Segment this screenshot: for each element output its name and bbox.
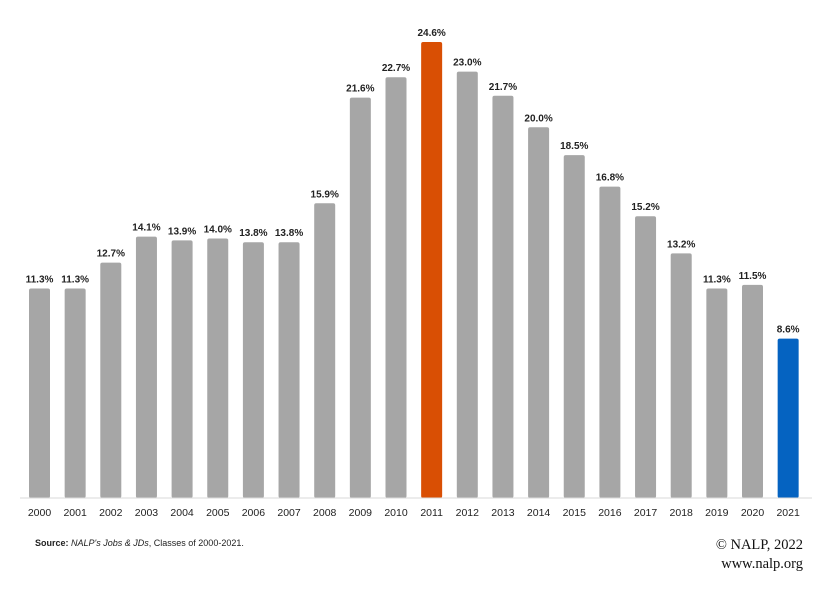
x-tick-2021: 2021 bbox=[776, 507, 800, 519]
copyright-text: © NALP, 2022 bbox=[715, 537, 803, 553]
bar-2011 bbox=[421, 42, 443, 498]
value-label-2007: 13.8% bbox=[275, 228, 303, 239]
value-label-2004: 13.9% bbox=[168, 226, 196, 237]
value-label-2002: 12.7% bbox=[97, 249, 125, 260]
x-tick-2018: 2018 bbox=[670, 507, 694, 519]
x-tick-2008: 2008 bbox=[313, 507, 337, 519]
bar-2005 bbox=[207, 238, 229, 499]
x-tick-2011: 2011 bbox=[420, 507, 443, 519]
value-label-2019: 11.3% bbox=[703, 275, 731, 286]
bar-2019 bbox=[706, 288, 728, 498]
x-tick-2019: 2019 bbox=[705, 507, 729, 519]
bar-2014 bbox=[528, 127, 550, 499]
value-label-2013: 21.7% bbox=[489, 82, 517, 93]
source-rest: , Classes of 2000-2021. bbox=[148, 538, 244, 548]
x-tick-2010: 2010 bbox=[384, 507, 408, 519]
value-label-2006: 13.8% bbox=[239, 228, 267, 239]
bar-2013 bbox=[492, 95, 514, 498]
value-label-2001: 11.3% bbox=[61, 275, 89, 286]
bar-2012 bbox=[456, 71, 478, 498]
value-label-2000: 11.3% bbox=[26, 275, 54, 286]
x-tick-2012: 2012 bbox=[456, 507, 480, 519]
value-label-2015: 18.5% bbox=[560, 141, 588, 152]
bar-2021 bbox=[777, 338, 799, 498]
bar-2017 bbox=[635, 216, 657, 499]
x-tick-2009: 2009 bbox=[349, 507, 373, 519]
bar-2016 bbox=[599, 186, 621, 498]
x-tick-labels-group: 2000 2001 2002 2003 2004 2005 2006 2007 2008 2009… bbox=[28, 507, 800, 519]
bar-2002 bbox=[100, 262, 122, 498]
x-tick-2005: 2005 bbox=[206, 507, 230, 519]
bar-2008 bbox=[314, 203, 336, 498]
value-label-2009: 21.6% bbox=[346, 84, 374, 95]
value-label-2012: 23.0% bbox=[453, 58, 481, 69]
x-tick-2014: 2014 bbox=[527, 507, 551, 519]
x-tick-2002: 2002 bbox=[99, 507, 123, 519]
bar-2010 bbox=[385, 77, 407, 498]
x-tick-2015: 2015 bbox=[563, 507, 587, 519]
bar-2015 bbox=[563, 155, 585, 498]
x-tick-2003: 2003 bbox=[135, 507, 159, 519]
credit-block: © NALP, 2022 www.nalp.org bbox=[716, 536, 803, 574]
bars-group bbox=[29, 42, 799, 499]
value-labels-group: 11.3% 11.3% 12.7% 14.1% 13.9% 14.0% 13.8% 13.8%… bbox=[26, 28, 800, 336]
bar-2018 bbox=[670, 253, 692, 498]
bar-2004 bbox=[171, 240, 193, 498]
value-label-2018: 13.2% bbox=[667, 239, 695, 250]
value-label-2017: 15.2% bbox=[631, 202, 659, 213]
source-title: NALP's Jobs & JDs bbox=[71, 538, 149, 548]
value-label-2010: 22.7% bbox=[382, 63, 410, 74]
value-label-2003: 14.1% bbox=[132, 223, 160, 234]
value-label-2011: 24.6% bbox=[417, 28, 445, 39]
x-tick-2001: 2001 bbox=[63, 507, 87, 519]
bar-2000 bbox=[29, 288, 50, 498]
value-label-2020: 11.5% bbox=[739, 271, 767, 282]
bar-2001 bbox=[64, 288, 86, 498]
x-tick-2017: 2017 bbox=[634, 507, 658, 519]
x-tick-2004: 2004 bbox=[170, 507, 194, 519]
x-tick-2006: 2006 bbox=[242, 507, 266, 519]
x-tick-2000: 2000 bbox=[28, 507, 52, 519]
x-tick-2007: 2007 bbox=[277, 507, 301, 519]
source-label: Source: bbox=[35, 538, 69, 548]
bar-2007 bbox=[278, 242, 300, 498]
value-label-2021: 8.6% bbox=[777, 325, 800, 336]
value-label-2016: 16.8% bbox=[596, 173, 624, 184]
x-tick-2016: 2016 bbox=[598, 507, 622, 519]
value-label-2008: 15.9% bbox=[311, 189, 339, 200]
value-label-2014: 20.0% bbox=[524, 113, 552, 124]
bar-2009 bbox=[349, 97, 371, 499]
source-note: Source: NALP's Jobs & JDs, Classes of 20… bbox=[35, 538, 244, 548]
x-tick-2020: 2020 bbox=[741, 507, 765, 519]
bar-2020 bbox=[742, 284, 763, 498]
x-tick-2013: 2013 bbox=[491, 507, 515, 519]
bar-2003 bbox=[135, 236, 157, 498]
website-text: www.nalp.org bbox=[721, 556, 803, 572]
bar-2006 bbox=[242, 242, 264, 498]
value-label-2005: 14.0% bbox=[204, 224, 232, 235]
